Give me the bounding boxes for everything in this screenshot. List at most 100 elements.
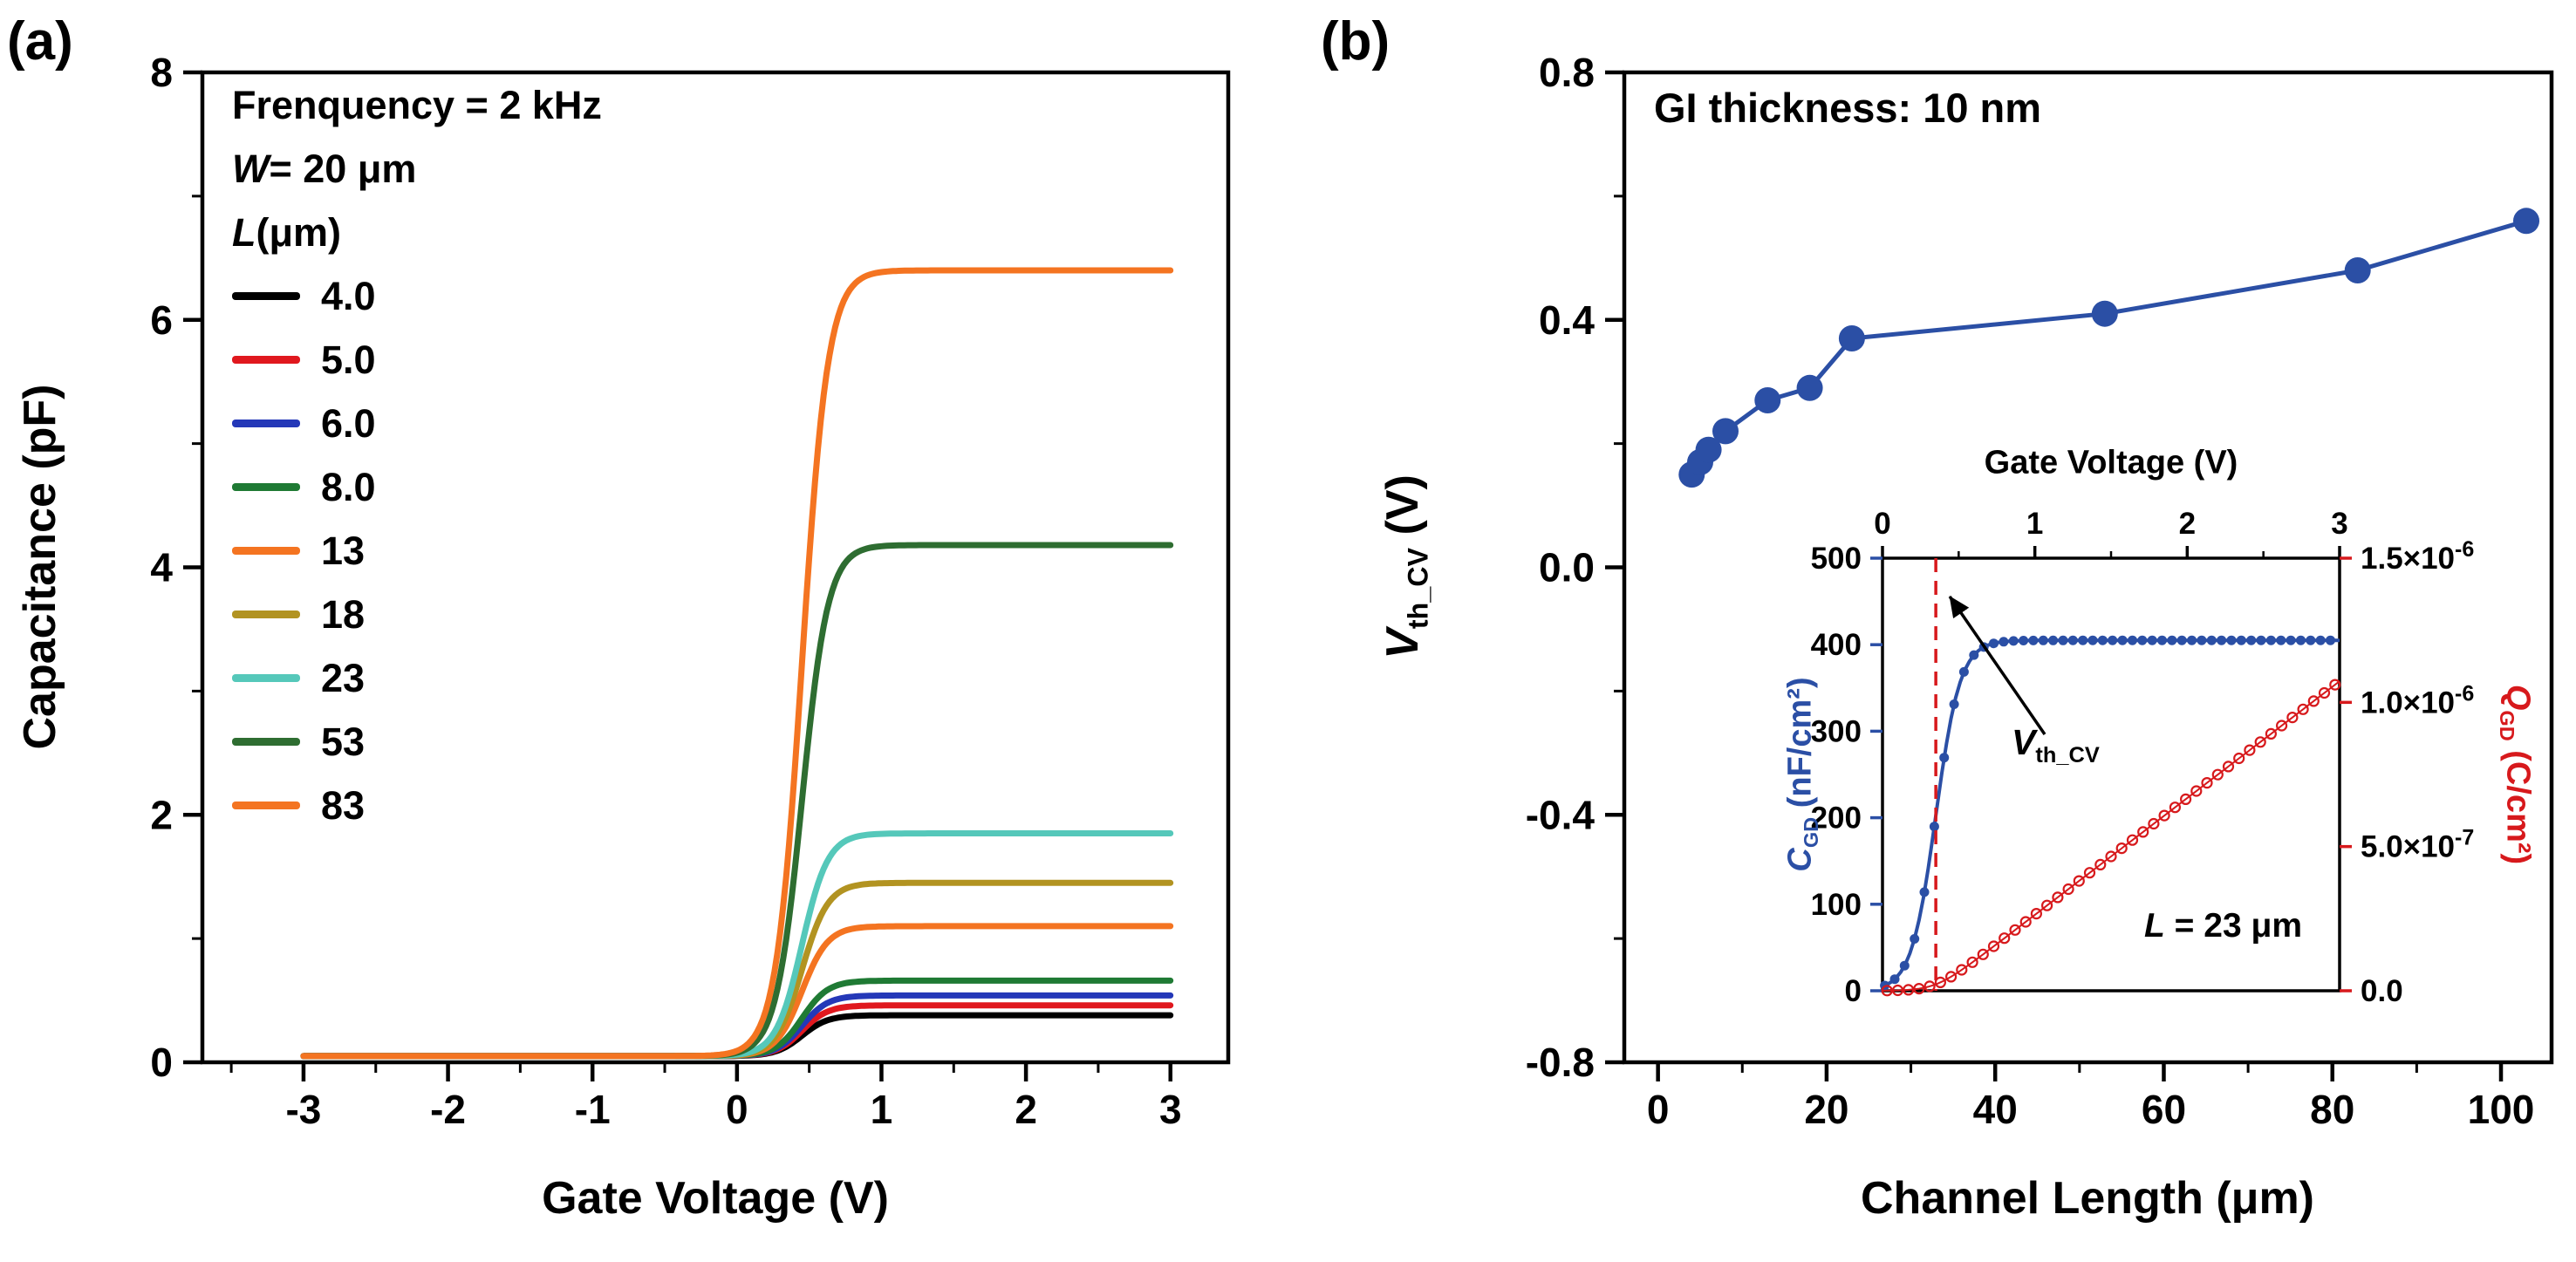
inset-device-length-label: L = 23 μm	[2144, 907, 2302, 945]
vth-data-point	[2091, 300, 2118, 327]
qgd-subscript: GD	[2495, 710, 2518, 741]
legend-swatch	[232, 738, 300, 746]
vth-data-point	[1838, 325, 1865, 351]
panel-b-xtick-label: 80	[2310, 1087, 2354, 1132]
panel-b-xtick-label: 40	[1973, 1087, 2018, 1132]
legend-entry: 5.0	[232, 328, 602, 392]
panel-a-ylabel: Capacitance (pF)	[15, 384, 65, 750]
legend-title: L (μm)	[232, 201, 602, 264]
vth-symbol: V	[1377, 629, 1428, 659]
legend-swatch	[232, 674, 300, 682]
panel-b-xtick-label: 20	[1804, 1087, 1848, 1132]
panel-a-ytick-label: 4	[150, 545, 173, 590]
panel-b-xtick-label: 0	[1647, 1087, 1670, 1132]
legend-label: 13	[321, 528, 366, 573]
inset-left-ylabel: CGD (nF/cm²)	[1781, 677, 1823, 872]
inset-right-ytick-label: 1.5×10-6	[2361, 537, 2474, 576]
legend-entry: 83	[232, 774, 602, 837]
panel-a-label: (a)	[7, 11, 73, 72]
cv-curve-L-18	[300, 879, 1174, 1060]
panel-a-xtick-label: 1	[871, 1087, 893, 1132]
cv-curve-L-83	[300, 267, 1174, 1060]
panel-b-ytick-label: -0.4	[1526, 792, 1595, 837]
legend-swatch	[232, 356, 300, 364]
device-length-symbol: L	[2144, 907, 2165, 945]
panel-a-xtick-label: -2	[430, 1087, 466, 1132]
legend-entry: 53	[232, 710, 602, 774]
legend-label: 23	[321, 655, 366, 700]
vth-data-point	[1712, 418, 1739, 445]
legend-swatch	[232, 547, 300, 555]
cv-curve-L-8.0	[300, 977, 1174, 1060]
legend-entry: 4.0	[232, 264, 602, 328]
inset-right-ytick-label: 1.0×10-6	[2361, 681, 2474, 720]
legend-label: 53	[321, 719, 366, 764]
cgd-symbol: C	[1781, 848, 1819, 872]
inset-left-ytick-label: 200	[1811, 802, 1862, 836]
legend-label: 4.0	[321, 273, 376, 318]
inset-xtick-label: 1	[2026, 507, 2043, 541]
panel-a-legend: Frenquency = 2 kHz W = 20 μm L (μm) 4.0 5…	[232, 73, 602, 837]
legend-swatch	[232, 292, 300, 300]
inset-right-ytick-label: 0.0	[2361, 974, 2403, 1008]
panel-a-xtick-label: 2	[1015, 1087, 1037, 1132]
panel-b-ytick-label: -0.8	[1526, 1040, 1595, 1085]
device-length-value: = 23 μm	[2164, 907, 2303, 945]
legend-label: 18	[321, 591, 366, 637]
inset-xtick-label: 3	[2331, 507, 2347, 541]
vth-ann-symbol: V	[2012, 722, 2036, 762]
panel-b-xtick-label: 60	[2142, 1087, 2186, 1132]
vth-ann-subscript: th_CV	[2035, 743, 2100, 768]
inset-right-ytick-label: 5.0×10-7	[2361, 826, 2474, 864]
legend-entry: 6.0	[232, 392, 602, 455]
panel-a-xlabel: Gate Voltage (V)	[542, 1173, 889, 1224]
panel-b-inset: 0 1 2 3 0 100 200 300 400 500 0.0 5.0×10-7 1.0×10-6 1…	[1811, 507, 2475, 1008]
annotation-channel-width: W = 20 μm	[232, 137, 602, 201]
vth-data-point	[2344, 257, 2371, 283]
panel-a-xtick-label: 3	[1159, 1087, 1182, 1132]
legend-label: 5.0	[321, 337, 376, 382]
cgd-unit: (nF/cm²)	[1781, 677, 1819, 817]
gi-thickness-annotation: GI thickness: 10 nm	[1654, 85, 2042, 131]
panel-b-ytick-label: 0.4	[1539, 297, 1595, 343]
vth-subscript: th_CV	[1402, 547, 1434, 630]
panel-a-xtick-label: 0	[726, 1087, 748, 1132]
cgd-subscript: GD	[1800, 816, 1823, 849]
panel-b-ylabel: Vth_CV (V)	[1377, 474, 1433, 659]
legend-swatch	[232, 420, 300, 427]
legend-entry: 13	[232, 519, 602, 583]
legend-label: 83	[321, 782, 366, 828]
legend-entries: 4.0 5.0 6.0 8.0 13 18 23 53 83	[232, 264, 602, 837]
cv-curve-L-13	[300, 923, 1174, 1060]
panel-b-xlabel: Channel Length (μm)	[1861, 1173, 2314, 1224]
panel-a-xtick-label: -3	[285, 1087, 321, 1132]
width-symbol: W	[232, 146, 270, 191]
legend-label: 8.0	[321, 464, 376, 509]
panel-b-xtick-label: 100	[2468, 1087, 2535, 1132]
inset-right-ylabel: QGD (C/cm²)	[2495, 684, 2537, 864]
annotation-frequency: Frenquency = 2 kHz	[232, 82, 602, 127]
inset-left-ytick-label: 300	[1811, 714, 1862, 748]
cv-curve-L-23	[300, 830, 1174, 1060]
panel-b: 0 20 40 60 80 100-0.8-0.40.00.40.8	[1526, 50, 2554, 1132]
length-unit: (μm)	[256, 209, 342, 255]
qgd-symbol: Q	[2499, 684, 2537, 711]
vth-cv-annotation: Vth_CV	[2012, 722, 2100, 767]
panel-a-ytick-label: 8	[150, 50, 173, 95]
legend-swatch	[232, 611, 300, 618]
length-symbol: L	[232, 209, 256, 255]
width-value: = 20 μm	[269, 146, 417, 191]
vth-arrow	[1948, 596, 2046, 735]
panel-a-ytick-label: 0	[150, 1040, 173, 1085]
inset-xtick-label: 2	[2179, 507, 2196, 541]
legend-entry: 18	[232, 583, 602, 646]
inset-left-ytick-label: 0	[1845, 974, 1862, 1008]
legend-swatch	[232, 802, 300, 809]
vth-unit: (V)	[1377, 474, 1428, 548]
inset-xtick-label: 0	[1874, 507, 1890, 541]
panel-b-ytick-label: 0.8	[1539, 50, 1595, 95]
inset-left-ytick-label: 100	[1811, 888, 1862, 922]
